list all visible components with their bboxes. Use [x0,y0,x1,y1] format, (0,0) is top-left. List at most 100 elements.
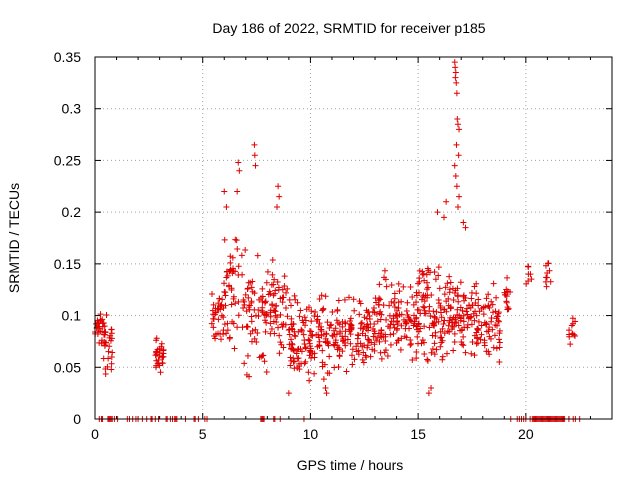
data-point [448,319,455,326]
data-point [457,317,464,324]
data-point [248,313,255,320]
data-point [269,271,276,278]
data-point [327,322,334,329]
data-point [429,345,436,352]
data-point [360,326,367,333]
data-point [252,312,259,319]
data-point [496,339,503,346]
data-point [268,325,275,332]
data-point [439,356,446,363]
data-point [451,289,458,296]
data-point [294,346,301,353]
data-point [314,316,321,323]
data-point [421,304,428,311]
data-point [386,325,393,332]
data-point [415,306,422,313]
data-point [398,335,405,342]
data-point [452,64,459,71]
data-point [417,310,424,317]
data-point [210,301,217,308]
data-point [491,332,498,339]
data-point [321,361,328,368]
data-point [339,348,346,355]
data-point [454,121,461,128]
data-point [270,281,277,288]
data-point [447,305,454,312]
data-point [407,342,414,349]
data-point [275,286,282,293]
data-point [369,346,376,353]
data-point [462,224,469,231]
data-point [291,332,298,339]
data-point [376,295,383,302]
data-point [369,308,376,315]
data-point [242,247,249,254]
data-point [471,283,478,290]
data-point [424,279,431,286]
data-point [496,344,503,351]
data-point [295,328,302,335]
data-point [326,353,333,360]
data-point [503,299,510,306]
data-point [471,352,478,359]
data-point [452,69,459,76]
data-point [106,334,113,341]
data-point [447,314,454,321]
data-point [96,323,103,330]
data-point [450,297,457,304]
data-point [246,373,253,380]
data-point [298,348,305,355]
data-point [254,329,261,336]
data-point [219,296,226,303]
data-point [485,291,492,298]
data-point [453,79,460,86]
data-point [347,315,354,322]
y-tick-label: 0.3 [62,101,82,117]
data-point [240,296,247,303]
data-point [415,328,422,335]
data-point [281,283,288,290]
data-point [349,346,356,353]
data-point [413,314,420,321]
data-point [332,337,339,344]
data-point [325,342,332,349]
data-point [312,309,319,316]
data-point [216,295,223,302]
data-point [360,359,367,366]
data-point [343,368,350,375]
data-point [460,293,467,300]
data-point [263,368,270,375]
data-point [483,348,490,355]
data-point [333,317,340,324]
data-point [245,304,252,311]
data-point [218,336,225,343]
data-point [437,343,444,350]
data-point [223,203,230,210]
data-point [331,342,338,349]
data-point [221,288,228,295]
data-point [311,370,318,377]
y-tick-labels: 0 0.05 0.1 0.15 0.2 0.25 0.3 0.35 [54,49,81,427]
data-point [437,304,444,311]
data-point [434,209,441,216]
data-point [474,334,481,341]
data-point [311,350,318,357]
data-point [105,355,112,362]
data-point [431,269,438,276]
data-point [259,352,266,359]
data-point [211,332,218,339]
data-point [546,267,553,274]
data-point [299,327,306,334]
data-point [328,321,335,328]
data-point [221,236,228,243]
data-point [159,353,166,360]
data-point [279,294,286,301]
data-point [393,340,400,347]
data-point [269,256,276,263]
data-point [269,301,276,308]
data-point [475,327,482,333]
data-point [416,267,423,274]
data-point [251,290,258,297]
data-point [318,292,325,299]
